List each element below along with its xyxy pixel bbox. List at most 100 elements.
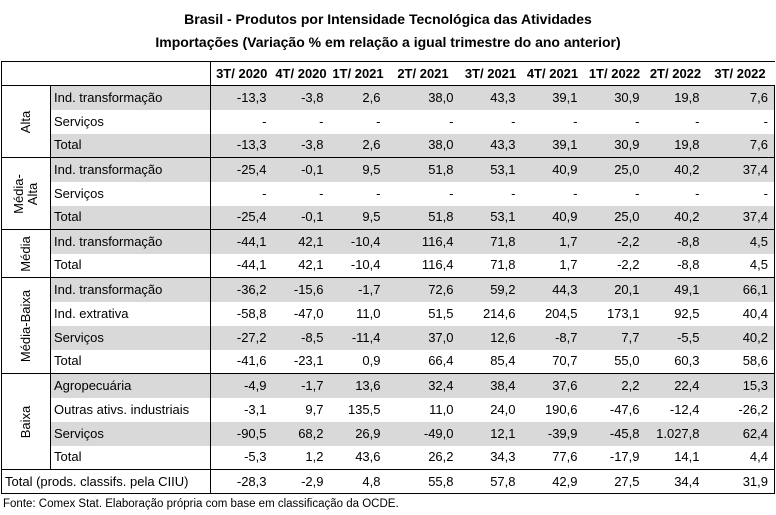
value-cell: 60,3	[645, 349, 706, 374]
value-cell: 135,5	[347, 401, 381, 417]
group-label-cell: Baixa	[1, 373, 51, 470]
value-cell: -58,8	[236, 305, 267, 321]
value-cell: 92,5	[674, 305, 700, 321]
value-cell: -	[695, 185, 700, 201]
value-cell: -8,8	[645, 253, 706, 278]
table-row: Serviços -27,2 -8,5 -11,4 37,0 12,6 -8,7 7,7 -5,…	[2, 325, 775, 350]
value-cell: -23,1	[272, 349, 330, 374]
value-cell: -3,1	[244, 401, 267, 417]
value-cell: -90,5	[210, 421, 273, 446]
column-header: 1T/ 2022	[583, 61, 646, 86]
group-label: Baixa	[18, 405, 33, 438]
value-cell: -	[511, 185, 516, 201]
value-cell: 0,9	[329, 349, 387, 374]
value-cell: 40,2	[705, 325, 775, 350]
value-cell: -	[262, 113, 267, 129]
value-cell: 2,2	[583, 373, 646, 398]
value-cell: -13,3	[210, 133, 273, 158]
value-cell: 19,8	[645, 133, 706, 158]
value-cell: 26,2	[386, 445, 460, 470]
value-cell: 59,2	[459, 277, 522, 302]
value-cell: 30,9	[583, 133, 646, 158]
row-label: Total	[50, 349, 211, 374]
value-cell: 24,0	[490, 401, 516, 417]
value-cell: 40,2	[645, 205, 706, 230]
grand-total-value: 55,8	[386, 469, 460, 494]
value-cell: 4,4	[705, 445, 775, 470]
value-cell: 13,6	[329, 373, 387, 398]
value-cell: -27,2	[210, 325, 273, 350]
value-cell: -4,9	[210, 373, 273, 398]
value-cell: -45,8	[583, 421, 646, 446]
value-cell: 1.027,8	[645, 421, 706, 446]
value-cell: -44,1	[210, 229, 273, 254]
column-header: 3T/ 2020	[210, 61, 273, 86]
value-cell: 37,6	[521, 373, 584, 398]
value-cell: 4,5	[705, 229, 775, 254]
value-cell: 19,8	[645, 85, 706, 110]
value-cell: 1,7	[521, 253, 584, 278]
value-cell: 66,4	[386, 349, 460, 374]
column-header: 2T/ 2021	[386, 61, 460, 86]
group-label-line: Média-	[11, 173, 26, 214]
value-cell: 214,6	[482, 305, 516, 321]
value-cell: 9,5	[329, 205, 387, 230]
value-cell: -44,1	[210, 253, 273, 278]
grand-total-value: 57,8	[459, 469, 522, 494]
value-cell: 32,4	[386, 373, 460, 398]
column-header: 3T/ 2021	[459, 61, 522, 86]
value-cell: -	[319, 185, 324, 201]
value-cell: 1,7	[521, 229, 584, 254]
table-row: Serviços - - - - - - - - -	[2, 181, 775, 206]
row-label: Serviços	[50, 109, 211, 134]
value-cell: 39,1	[521, 133, 584, 158]
table-row: Média- Alta Ind. transformação -25,4 -0,1 9,5…	[1, 157, 775, 230]
value-cell: 116,4	[386, 229, 460, 254]
value-cell: 39,1	[521, 85, 584, 110]
value-cell: -13,3	[210, 85, 273, 110]
value-cell: 15,3	[705, 373, 775, 398]
value-cell: -	[705, 109, 775, 134]
value-cell: -	[573, 185, 578, 201]
value-cell: 2,6	[329, 133, 387, 158]
column-header: 3T/ 2022	[705, 61, 775, 86]
value-cell: 11,0	[429, 401, 454, 417]
grand-total-value: -28,3	[210, 469, 273, 494]
group-label-cell: Média	[1, 229, 51, 278]
row-label: Outras ativs. industriais	[50, 397, 211, 422]
value-cell: -0,1	[272, 205, 330, 230]
table-row: Ind. extrativa -58,8 -47,0 11,0 51,5 214,6 204…	[2, 301, 775, 326]
value-cell: 1,2	[272, 445, 330, 470]
value-cell: -47,6	[609, 401, 640, 417]
table-row: Total -25,4 -0,1 9,5 51,8 53,1 40,9 25,0 40,2 37,…	[2, 205, 775, 230]
value-cell: 22,4	[645, 373, 706, 398]
value-cell: 43,6	[329, 445, 387, 470]
value-cell: 116,4	[386, 253, 460, 278]
column-header: 4T/ 2021	[521, 61, 584, 86]
value-cell: -10,4	[329, 253, 387, 278]
value-cell: 42,1	[272, 253, 330, 278]
row-label: Total	[50, 205, 211, 230]
value-cell: -1,7	[329, 277, 387, 302]
value-cell: 9,7	[305, 401, 324, 417]
group-label: Média-Baixa	[18, 289, 33, 362]
value-cell: -	[262, 185, 267, 201]
value-cell: 9,5	[329, 157, 387, 182]
row-label: Total	[50, 133, 211, 158]
group-label-line: Alta	[25, 182, 40, 205]
value-cell: 53,1	[459, 205, 522, 230]
value-cell: -49,0	[386, 421, 460, 446]
table-subtitle: Importações (Variação % em relação a igu…	[155, 34, 621, 50]
value-cell: 37,4	[705, 205, 775, 230]
group-label: Média- Alta	[11, 173, 40, 214]
value-cell: -	[376, 113, 381, 129]
value-cell: -47,0	[293, 305, 324, 321]
value-cell: 25,0	[583, 205, 646, 230]
value-cell: 38,0	[386, 133, 460, 158]
value-cell: -39,9	[521, 421, 584, 446]
value-cell: 11,0	[356, 305, 381, 321]
group-label-cell: Alta	[1, 85, 51, 158]
value-cell: -8,8	[645, 229, 706, 254]
row-label: Ind. transformação	[50, 229, 211, 254]
source-note: Fonte: Comex Stat. Elaboração própria co…	[3, 498, 399, 510]
